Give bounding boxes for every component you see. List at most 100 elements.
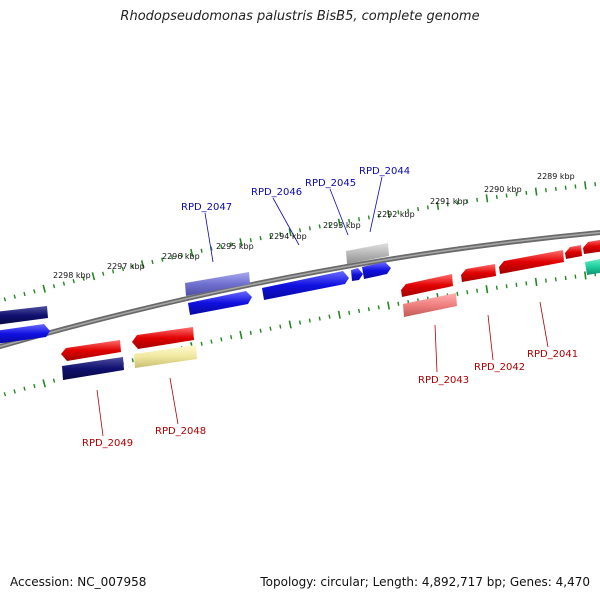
inner-track-tick xyxy=(505,284,508,289)
outer-track-tick xyxy=(367,215,370,220)
inner-track-tick xyxy=(485,285,489,294)
inner-track-tick xyxy=(259,328,262,333)
gene-feature-teal[interactable] xyxy=(585,258,600,275)
tick-label-2296: 2296 kbp xyxy=(162,252,200,261)
gene-feature-rpd2041[interactable] xyxy=(499,250,564,274)
outer-track-tick xyxy=(436,201,440,210)
gene-feature-red-3[interactable] xyxy=(401,274,453,297)
inner-track-tick xyxy=(3,392,7,397)
gene-feature-red-left[interactable] xyxy=(61,340,121,361)
inner-track-tick xyxy=(239,330,243,340)
outer-track-tick xyxy=(594,182,597,187)
inner-track-tick xyxy=(476,288,479,293)
gene-label-rpd2044[interactable]: RPD_2044 xyxy=(359,166,410,177)
tick-labels: 2298 kbp 2297 kbp 2296 kbp 2295 kbp 2294… xyxy=(53,172,575,280)
outer-track-tick xyxy=(495,194,498,200)
inner-track-tick xyxy=(230,335,233,340)
outer-track-tick xyxy=(308,226,311,231)
gene-feature-navy-left[interactable] xyxy=(0,306,48,325)
inner-track-tick xyxy=(358,308,361,314)
inner-track-tick xyxy=(131,358,134,363)
genome-summary-text: Topology: circular; Length: 4,892,717 bp… xyxy=(260,575,590,589)
gene-label-rpd2045[interactable]: RPD_2045 xyxy=(305,178,356,189)
outer-track-tick xyxy=(564,185,567,190)
outer-track-tick xyxy=(505,193,508,198)
inner-track-tick xyxy=(249,330,252,335)
outer-track-tick xyxy=(515,192,518,197)
gene-feature-blue-2[interactable] xyxy=(188,291,252,315)
outer-track-tick xyxy=(62,281,66,286)
gene-feature-rpd2047[interactable] xyxy=(185,272,250,296)
outer-track-tick xyxy=(534,187,538,196)
tick-label-2292: 2292 kbp xyxy=(377,210,415,219)
inner-track-tick xyxy=(545,278,547,283)
gene-feature-rpd2042[interactable] xyxy=(461,264,496,282)
gene-label-rpd2049[interactable]: RPD_2049 xyxy=(82,438,133,449)
inner-track-tick xyxy=(52,378,56,383)
outer-track-tick xyxy=(485,194,489,203)
gene-callout-lines xyxy=(96,176,549,437)
outer-track-tick xyxy=(269,234,272,239)
gene-feature-blue-3[interactable] xyxy=(362,262,391,279)
inner-track-tick xyxy=(564,275,567,281)
gene-label-rpd2041[interactable]: RPD_2041 xyxy=(527,349,578,360)
reverse-genes xyxy=(61,239,600,380)
inner-track-tick xyxy=(308,318,311,323)
accession-text: Accession: NC_007958 xyxy=(10,575,147,589)
gene-feature-rpd2044-grey[interactable] xyxy=(346,243,389,264)
outer-track-tick xyxy=(190,248,194,257)
outer-track-tick xyxy=(121,266,125,272)
gene-label-rpd2048[interactable]: RPD_2048 xyxy=(155,426,206,437)
gene-feature-red-2[interactable] xyxy=(132,327,194,349)
outer-track-tick xyxy=(466,199,469,204)
gene-label-rpd2043[interactable]: RPD_2043 xyxy=(418,375,469,386)
tick-label-2289: 2289 kbp xyxy=(537,172,575,181)
forward-genes xyxy=(0,243,600,344)
gene-feature-blue-left[interactable] xyxy=(0,324,50,344)
outer-track-tick xyxy=(33,289,36,294)
gene-label-rpd2042[interactable]: RPD_2042 xyxy=(474,362,525,373)
tick-label-2293: 2293 kbp xyxy=(323,221,361,230)
inner-track-tick xyxy=(348,310,351,315)
outer-track-tick xyxy=(230,242,233,247)
gene-feature-rpd2048[interactable] xyxy=(134,345,197,368)
gene-feature-rpd2045[interactable] xyxy=(351,268,363,281)
tick-label-2291: 2291 kbp xyxy=(430,197,468,206)
inner-track-tick xyxy=(318,316,321,321)
inner-track-tick xyxy=(387,301,391,310)
gene-feature-rpd2049[interactable] xyxy=(62,357,124,380)
inner-track-tick xyxy=(288,320,292,329)
gene-feature-rpd2043[interactable] xyxy=(403,293,457,317)
gene-feature-red-5[interactable] xyxy=(583,239,600,254)
gene-feature-rpd2046[interactable] xyxy=(262,271,349,300)
outer-track-tick xyxy=(151,259,154,265)
outer-track-tick xyxy=(407,208,410,213)
outer-track-tick xyxy=(220,244,223,249)
outer-track-tick xyxy=(82,276,85,281)
outer-track-tick xyxy=(417,206,420,212)
outer-track-tick xyxy=(200,248,203,253)
outer-track-tick xyxy=(249,238,252,243)
tick-label-2290: 2290 kbp xyxy=(484,185,522,194)
inner-track-tick xyxy=(23,386,26,391)
inner-track-tick xyxy=(337,310,341,319)
outer-track-tick xyxy=(545,188,547,193)
outer-track-tick xyxy=(446,202,449,207)
outer-track-tick xyxy=(456,200,459,205)
gene-label-rpd2047[interactable]: RPD_2047 xyxy=(181,202,232,213)
outer-track-tick xyxy=(298,228,302,233)
gene-feature-red-4[interactable] xyxy=(565,245,582,259)
outer-track-tick xyxy=(476,197,479,202)
inner-track-tick xyxy=(534,277,538,287)
outer-track-tick xyxy=(348,218,351,224)
inner-track-tick xyxy=(13,389,16,394)
gene-label-rpd2046[interactable]: RPD_2046 xyxy=(251,187,302,198)
tick-label-2294: 2294 kbp xyxy=(269,232,307,241)
outer-track-tick xyxy=(3,297,7,302)
inner-track-tick xyxy=(220,337,223,342)
inner-track-tick xyxy=(495,285,498,290)
outer-track-tick xyxy=(23,291,26,297)
gene-labels: RPD_2047 RPD_2046 RPD_2045 RPD_2044 RPD_… xyxy=(82,166,578,449)
inner-track-tick xyxy=(210,339,213,344)
